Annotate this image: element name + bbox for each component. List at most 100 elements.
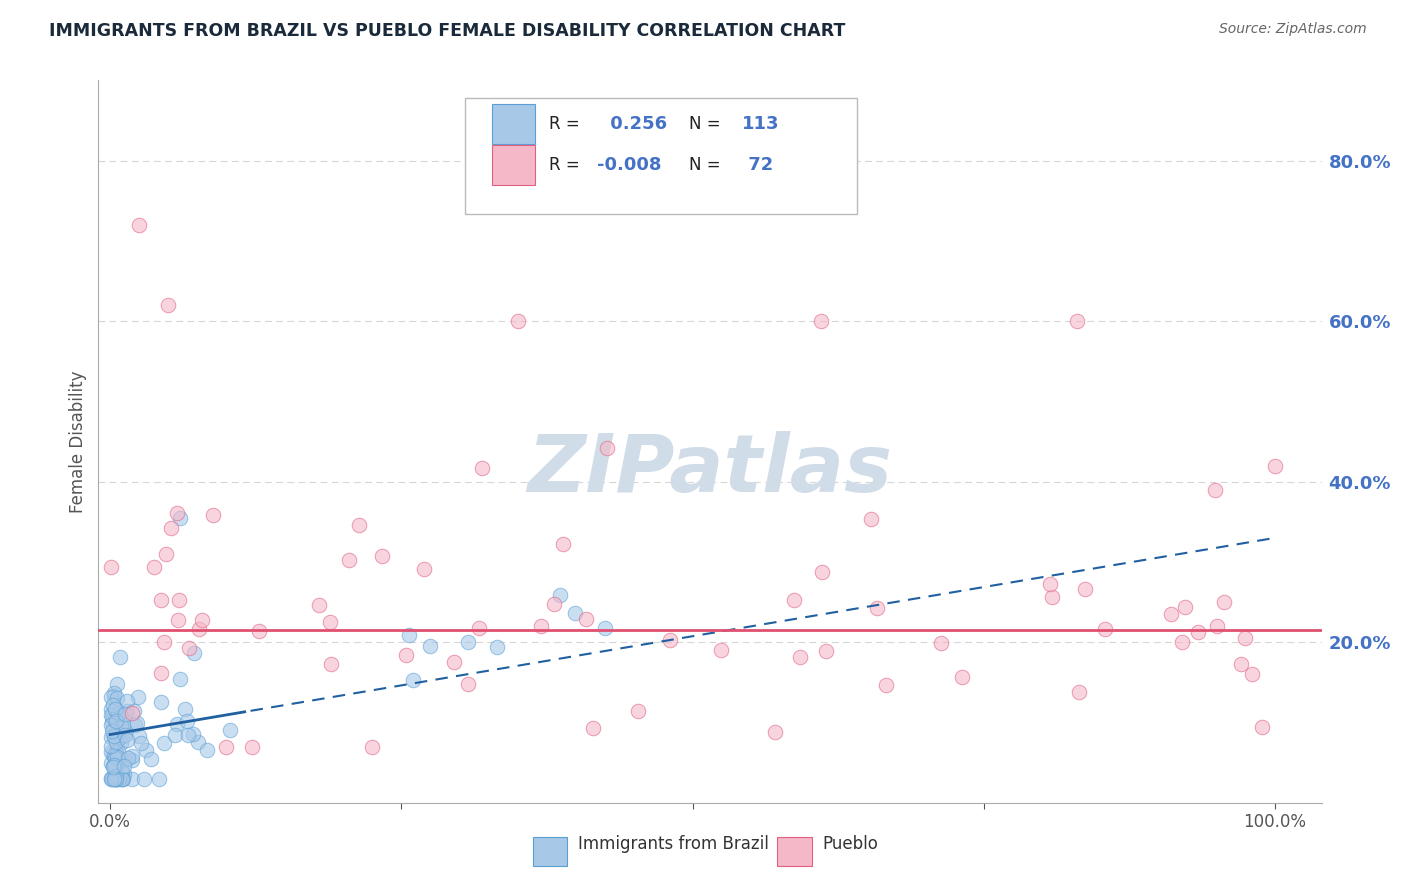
Point (105, 746, 128, 760)
Text: ZIPatlas: ZIPatlas (527, 432, 893, 509)
Point (101, 711, 124, 725)
Point (111, 719, 134, 733)
Point (308, 598, 330, 612)
Point (100, 731, 122, 745)
Point (166, 717, 188, 731)
Point (105, 690, 128, 705)
Point (104, 751, 127, 765)
Point (100, 772, 122, 786)
Point (1264, 458, 1286, 473)
Point (104, 772, 127, 786)
Point (110, 772, 132, 786)
Point (101, 723, 124, 738)
Point (103, 764, 125, 778)
Point (101, 758, 124, 772)
FancyBboxPatch shape (778, 837, 811, 865)
Point (471, 461, 494, 475)
Point (100, 739, 122, 754)
Point (128, 729, 150, 743)
Point (143, 559, 166, 574)
Point (658, 633, 681, 648)
Point (860, 512, 883, 526)
Point (122, 704, 145, 718)
Point (111, 764, 134, 779)
Point (110, 719, 132, 733)
Point (468, 621, 491, 635)
Point (165, 728, 187, 742)
Point (370, 549, 392, 564)
Y-axis label: Female Disability: Female Disability (69, 370, 87, 513)
Text: Pueblo: Pueblo (823, 835, 879, 853)
Point (103, 749, 125, 764)
Point (929, 636, 952, 650)
Point (219, 723, 242, 737)
Point (103, 772, 125, 786)
Point (101, 772, 124, 786)
Point (1204, 483, 1226, 497)
Point (103, 729, 125, 743)
Point (169, 593, 191, 607)
Point (530, 619, 553, 633)
Point (110, 719, 132, 733)
Point (127, 715, 149, 730)
Point (457, 677, 479, 691)
Point (107, 731, 129, 745)
Point (100, 745, 122, 759)
Point (152, 635, 174, 649)
Point (107, 707, 129, 722)
Text: Immigrants from Brazil: Immigrants from Brazil (578, 835, 769, 853)
Text: -0.008: -0.008 (598, 156, 662, 174)
Point (866, 600, 889, 615)
Point (593, 621, 616, 635)
Point (101, 714, 124, 729)
Point (101, 709, 124, 723)
Point (1187, 624, 1209, 639)
Point (1094, 622, 1116, 636)
Point (103, 770, 125, 784)
Point (104, 716, 127, 731)
Point (103, 772, 125, 786)
Point (166, 506, 188, 520)
Point (128, 218, 150, 232)
Point (177, 728, 200, 742)
Point (104, 712, 127, 726)
Point (810, 314, 832, 328)
Point (104, 745, 127, 759)
Point (110, 772, 132, 786)
Point (401, 673, 423, 688)
Point (1240, 667, 1263, 681)
Point (103, 690, 125, 704)
Point (100, 560, 122, 574)
Point (1251, 721, 1274, 735)
Point (1040, 590, 1063, 604)
Point (107, 757, 129, 772)
Point (548, 588, 571, 602)
Point (575, 612, 598, 626)
Point (155, 547, 177, 561)
Text: Source: ZipAtlas.com: Source: ZipAtlas.com (1219, 22, 1367, 37)
Point (104, 714, 127, 728)
Point (103, 760, 125, 774)
Point (104, 758, 127, 772)
Point (319, 657, 342, 671)
Text: 0.256: 0.256 (603, 115, 666, 133)
Point (398, 627, 420, 641)
Point (950, 670, 973, 684)
Point (131, 735, 153, 749)
Point (100, 724, 122, 739)
Point (149, 694, 172, 708)
Point (1069, 685, 1091, 699)
Text: N =: N = (689, 156, 725, 174)
Point (1171, 635, 1194, 649)
Point (121, 772, 143, 786)
Point (187, 622, 209, 636)
Point (105, 735, 128, 749)
Point (783, 593, 806, 607)
Point (564, 607, 586, 621)
Point (215, 739, 238, 754)
Point (1038, 576, 1060, 591)
Point (104, 702, 127, 716)
Point (551, 536, 574, 550)
Point (111, 729, 134, 743)
Point (114, 728, 136, 742)
